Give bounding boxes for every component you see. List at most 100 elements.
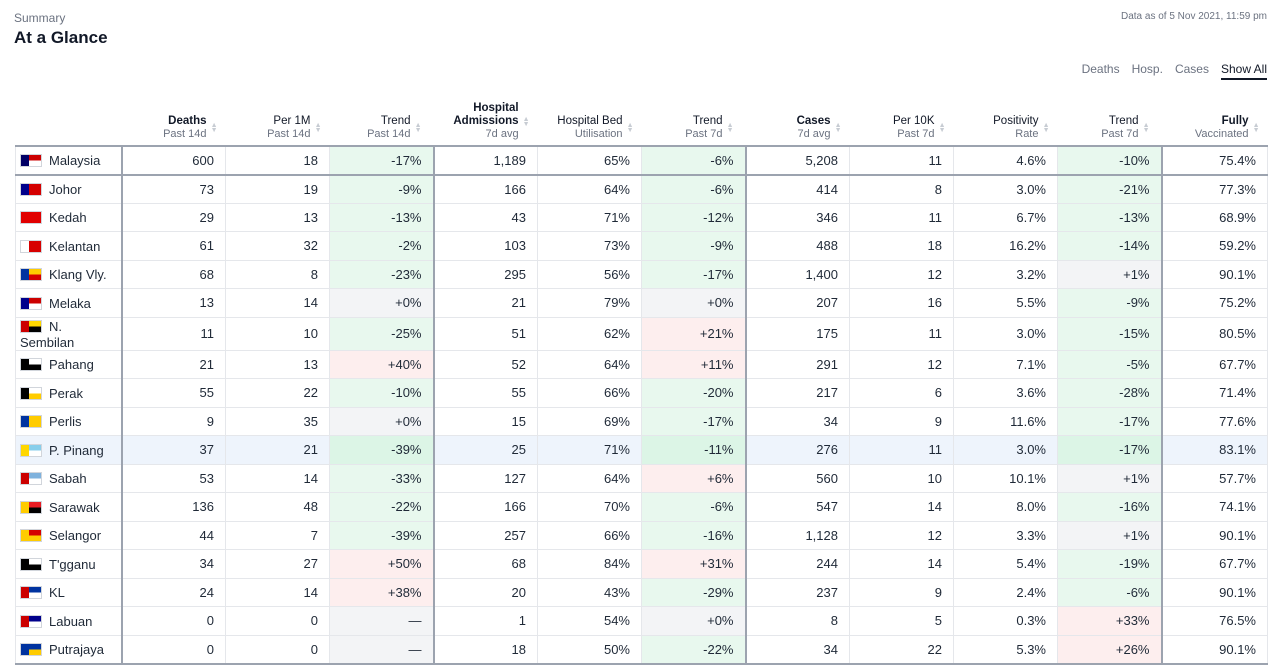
cell-cases-trend: -16%: [1057, 492, 1163, 522]
cell-deaths: 29: [121, 203, 226, 232]
column-header-positivity-rate[interactable]: Positivity Rate ▲ ▼: [953, 100, 1058, 147]
cell-cases-per-10k: 18: [849, 231, 954, 261]
state-cell: N. Sembilan: [15, 317, 123, 351]
table-row[interactable]: Johor 73 19 -9% 166 64% -6% 414 8 3.0% -21% 77.3%: [15, 174, 1268, 204]
cell-cases: 414: [745, 174, 850, 204]
column-header-hospital-admissions[interactable]: Hospital Admissions 7d avg ▲ ▼: [433, 100, 538, 147]
cell-deaths-per-1m: 0: [225, 606, 330, 636]
cell-deaths-trend: -25%: [329, 317, 435, 351]
table-row[interactable]: Sarawak 136 48 -22% 166 70% -6% 547 14 8.0% -16% 74…: [15, 492, 1268, 522]
sort-icon[interactable]: ▲ ▼: [210, 122, 218, 134]
column-header-state: [15, 100, 122, 147]
tab-hosp[interactable]: Hosp.: [1131, 62, 1163, 76]
cell-deaths-trend: —: [329, 606, 435, 636]
table-row[interactable]: T'gganu 34 27 +50% 68 84% +31% 244 14 5.4% -19% 67.…: [15, 549, 1268, 579]
table-row[interactable]: Klang Vly. 68 8 -23% 295 56% -17% 1,400 12 3.2% +1…: [15, 260, 1268, 289]
cell-bed-util: 69%: [537, 407, 642, 437]
cell-deaths: 73: [121, 174, 226, 204]
state-name: Pahang: [49, 357, 94, 373]
table-row[interactable]: Sabah 53 14 -33% 127 64% +6% 560 10 10.1% +1% 57.7%: [15, 464, 1268, 494]
flag-icon: [20, 614, 42, 628]
table-row[interactable]: N. Sembilan 11 10 -25% 51 62% +21% 175 11 3.0% -15…: [15, 317, 1268, 351]
column-header-hosp-trend[interactable]: Trend Past 7d ▲ ▼: [641, 100, 746, 147]
table-row[interactable]: Perlis 9 35 +0% 15 69% -17% 34 9 11.6% -17% 77.6%: [15, 407, 1268, 437]
state-cell: Kelantan: [15, 231, 123, 261]
state-cell: T'gganu: [15, 549, 123, 579]
sort-icon[interactable]: ▲ ▼: [1142, 122, 1150, 134]
cell-cases: 8: [745, 606, 850, 636]
table-row[interactable]: Labuan 0 0—1 54% +0% 8 5 0.3% +33% 76.5%: [15, 606, 1268, 636]
sort-icon[interactable]: ▲ ▼: [314, 122, 322, 134]
cell-bed-util: 64%: [537, 174, 642, 204]
sort-icon[interactable]: ▲ ▼: [938, 122, 946, 134]
tab-deaths[interactable]: Deaths: [1081, 62, 1120, 76]
sort-icon[interactable]: ▲ ▼: [414, 122, 422, 134]
flag-icon: [20, 529, 42, 543]
cell-deaths: 44: [121, 521, 226, 551]
column-header-deaths-trend[interactable]: Trend Past 14d ▲ ▼: [329, 100, 434, 147]
cell-deaths-trend: +0%: [329, 288, 435, 318]
state-cell: Putrajaya: [15, 635, 123, 665]
cell-cases: 276: [745, 435, 850, 465]
cell-admissions: 127: [433, 464, 538, 494]
column-header-cases[interactable]: Cases 7d avg ▲ ▼: [745, 100, 850, 147]
cell-vaccinated: 90.1%: [1161, 260, 1268, 289]
summary-header: Summary At a Glance: [14, 10, 108, 48]
sort-icon[interactable]: ▲ ▼: [726, 122, 734, 134]
cell-vaccinated: 77.6%: [1161, 407, 1268, 437]
cell-deaths: 11: [121, 317, 226, 351]
sort-icon[interactable]: ▲ ▼: [1252, 122, 1260, 134]
column-header-hospital-bed-utilisation[interactable]: Hospital Bed Utilisation ▲ ▼: [537, 100, 642, 147]
state-name: Sabah: [49, 471, 87, 487]
cell-deaths-per-1m: 7: [225, 521, 330, 551]
column-header-fully-vaccinated[interactable]: Fully Vaccinated ▲ ▼: [1161, 100, 1268, 147]
cell-cases-trend: +26%: [1057, 635, 1163, 665]
cell-hosp-trend: -6%: [641, 146, 747, 176]
cell-admissions: 52: [433, 350, 538, 380]
table-row[interactable]: Melaka 13 14 +0% 21 79% +0% 207 16 5.5% -9% 75.2%: [15, 288, 1268, 318]
table-row[interactable]: KL 24 14 +38% 20 43% -29% 237 9 2.4% -6% 90.1%: [15, 578, 1268, 608]
table-row[interactable]: Perak 55 22 -10% 55 66% -20% 217 6 3.6% -28% 71.4%: [15, 378, 1268, 408]
sort-icon[interactable]: ▲ ▼: [1042, 122, 1050, 134]
cell-cases: 237: [745, 578, 850, 608]
column-header-deaths-per-1m[interactable]: Per 1M Past 14d ▲ ▼: [225, 100, 330, 147]
cell-hosp-trend: -17%: [641, 407, 747, 437]
cell-deaths: 13: [121, 288, 226, 318]
column-title: Positivity: [993, 115, 1039, 127]
cell-deaths: 55: [121, 378, 226, 408]
table-row[interactable]: Pahang 21 13 +40% 52 64% +11% 291 12 7.1% -5% 67.7%: [15, 350, 1268, 380]
table-row[interactable]: Selangor 44 7 -39% 257 66% -16% 1,128 12 3.3% +1% 9…: [15, 521, 1268, 551]
table-row[interactable]: Putrajaya 0 0—18 50% -22% 34 22 5.3% +26% 90.1%: [15, 635, 1268, 665]
sort-icon[interactable]: ▲ ▼: [626, 122, 634, 134]
cell-vaccinated: 90.1%: [1161, 635, 1268, 665]
state-name: Johor: [49, 182, 82, 198]
column-subtitle: Past 7d: [685, 128, 723, 140]
cell-deaths: 9: [121, 407, 226, 437]
table-row[interactable]: P. Pinang 37 21 -39% 25 71% -11% 276 11 3.0% -17% 8…: [15, 435, 1268, 465]
sort-icon[interactable]: ▲ ▼: [522, 115, 530, 128]
column-header-cases-trend[interactable]: Trend Past 7d ▲ ▼: [1057, 100, 1162, 147]
cell-deaths-trend: -10%: [329, 378, 435, 408]
tab-cases[interactable]: Cases: [1174, 62, 1209, 76]
column-title: Cases: [796, 115, 831, 127]
column-subtitle: Past 7d: [1101, 128, 1139, 140]
cell-hosp-trend: -9%: [641, 231, 747, 261]
state-cell: Malaysia: [15, 146, 123, 176]
table-row[interactable]: Kelantan 61 32 -2% 103 73% -9% 488 18 16.2% -14% 59…: [15, 231, 1268, 261]
table-header-row: Deaths Past 14d ▲ ▼ Per 1M Past 14d ▲ ▼ Trend Pas…: [15, 100, 1268, 147]
cell-cases-per-10k: 22: [849, 635, 954, 665]
sort-icon[interactable]: ▲ ▼: [834, 122, 842, 134]
cell-deaths-per-1m: 10: [225, 317, 330, 351]
column-header-deaths[interactable]: Deaths Past 14d ▲ ▼: [121, 100, 226, 147]
table-row-national[interactable]: Malaysia 600 18 -17% 1,189 65% -6% 5,208 11 4.6% -…: [15, 146, 1268, 176]
column-header-cases-per-10k[interactable]: Per 10K Past 7d ▲ ▼: [849, 100, 954, 147]
cell-positivity: 5.3%: [953, 635, 1058, 665]
cell-deaths-per-1m: 35: [225, 407, 330, 437]
flag-icon: [20, 472, 42, 486]
table-row[interactable]: Kedah 29 13 -13% 43 71% -12% 346 11 6.7% -13% 68.9%: [15, 203, 1268, 232]
tab-show-all[interactable]: Show All: [1220, 62, 1267, 80]
state-cell: Perak: [15, 378, 123, 408]
cell-cases-trend: -19%: [1057, 549, 1163, 579]
cell-positivity: 7.1%: [953, 350, 1058, 380]
cell-cases-trend: +1%: [1057, 464, 1163, 494]
